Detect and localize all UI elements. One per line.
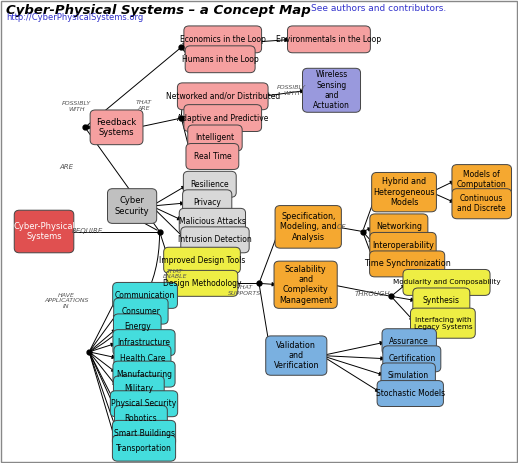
FancyBboxPatch shape bbox=[381, 363, 435, 389]
FancyBboxPatch shape bbox=[113, 330, 175, 356]
Text: Scalability
and
Complexity
Management: Scalability and Complexity Management bbox=[279, 265, 332, 305]
FancyBboxPatch shape bbox=[383, 346, 441, 372]
FancyBboxPatch shape bbox=[183, 171, 236, 197]
Text: THAT
SUPPORTS: THAT SUPPORTS bbox=[228, 285, 261, 296]
FancyBboxPatch shape bbox=[181, 227, 249, 253]
FancyBboxPatch shape bbox=[179, 208, 246, 234]
Text: Humans in the Loop: Humans in the Loop bbox=[182, 55, 258, 64]
FancyBboxPatch shape bbox=[113, 282, 177, 308]
Text: Military: Military bbox=[124, 384, 153, 394]
FancyBboxPatch shape bbox=[274, 261, 337, 308]
FancyBboxPatch shape bbox=[166, 270, 238, 296]
FancyBboxPatch shape bbox=[303, 68, 361, 113]
Text: Modularity and Composability: Modularity and Composability bbox=[393, 280, 500, 285]
Text: THAT
ARE: THAT ARE bbox=[136, 100, 152, 111]
FancyBboxPatch shape bbox=[114, 298, 168, 324]
Text: Cyber
Security: Cyber Security bbox=[115, 196, 149, 216]
Text: Networked and/or Distributed: Networked and/or Distributed bbox=[166, 92, 280, 101]
FancyBboxPatch shape bbox=[112, 420, 176, 446]
FancyBboxPatch shape bbox=[113, 314, 161, 340]
Text: See authors and contributors.: See authors and contributors. bbox=[311, 4, 446, 13]
FancyBboxPatch shape bbox=[382, 329, 436, 355]
Text: Improved Design Tools: Improved Design Tools bbox=[159, 256, 245, 265]
Text: Time Synchronization: Time Synchronization bbox=[364, 259, 451, 269]
Text: Simulation: Simulation bbox=[387, 371, 429, 381]
FancyBboxPatch shape bbox=[370, 251, 444, 277]
Text: Models of
Computation: Models of Computation bbox=[457, 170, 507, 189]
Text: Manufacturing: Manufacturing bbox=[116, 369, 172, 379]
Text: Adaptive and Predictive: Adaptive and Predictive bbox=[177, 113, 268, 123]
FancyBboxPatch shape bbox=[377, 381, 443, 407]
FancyBboxPatch shape bbox=[90, 110, 143, 144]
FancyBboxPatch shape bbox=[370, 214, 428, 240]
FancyBboxPatch shape bbox=[188, 125, 242, 151]
FancyBboxPatch shape bbox=[112, 435, 176, 461]
Text: Wireless
Sensing
and
Actuation: Wireless Sensing and Actuation bbox=[313, 70, 350, 110]
Text: Resilience: Resilience bbox=[191, 180, 229, 189]
Text: Real Time: Real Time bbox=[194, 152, 231, 161]
Text: Design Methodology: Design Methodology bbox=[163, 279, 241, 288]
Text: http://CyberPhysicalSystems.org: http://CyberPhysicalSystems.org bbox=[6, 13, 143, 22]
Text: ARE: ARE bbox=[59, 164, 74, 169]
Text: Communication: Communication bbox=[115, 291, 175, 300]
FancyBboxPatch shape bbox=[452, 164, 512, 194]
Text: Specification,
Modeling, and
Analysis: Specification, Modeling, and Analysis bbox=[280, 212, 337, 242]
FancyBboxPatch shape bbox=[177, 83, 268, 110]
FancyBboxPatch shape bbox=[287, 26, 370, 53]
FancyBboxPatch shape bbox=[114, 406, 167, 432]
FancyBboxPatch shape bbox=[413, 288, 470, 314]
Text: POSSIBLY
WITH: POSSIBLY WITH bbox=[277, 85, 306, 96]
Text: Synthesis: Synthesis bbox=[423, 296, 460, 306]
Text: Economics in the Loop: Economics in the Loop bbox=[180, 35, 266, 44]
FancyBboxPatch shape bbox=[403, 269, 490, 295]
Text: Stochastic Models: Stochastic Models bbox=[376, 389, 445, 398]
FancyBboxPatch shape bbox=[183, 190, 232, 216]
Text: Cyber-Physical Systems – a Concept Map: Cyber-Physical Systems – a Concept Map bbox=[6, 4, 311, 17]
FancyBboxPatch shape bbox=[372, 173, 436, 212]
FancyBboxPatch shape bbox=[185, 46, 255, 73]
Text: Hybrid and
Heterogeneous
Models: Hybrid and Heterogeneous Models bbox=[373, 177, 435, 207]
Text: Health Care: Health Care bbox=[120, 354, 165, 363]
FancyBboxPatch shape bbox=[184, 105, 262, 131]
Text: Physical Security: Physical Security bbox=[111, 399, 177, 408]
Text: POSSIBLY
WITH: POSSIBLY WITH bbox=[62, 101, 91, 112]
Text: Environmentals in the Loop: Environmentals in the Loop bbox=[277, 35, 381, 44]
FancyBboxPatch shape bbox=[113, 376, 164, 402]
Text: Certification: Certification bbox=[388, 354, 436, 363]
FancyBboxPatch shape bbox=[275, 206, 341, 248]
Text: Intrusion Detection: Intrusion Detection bbox=[178, 235, 252, 244]
FancyBboxPatch shape bbox=[184, 26, 262, 53]
Text: Energy: Energy bbox=[124, 322, 151, 332]
Text: Transportation: Transportation bbox=[116, 444, 172, 453]
FancyBboxPatch shape bbox=[114, 345, 171, 371]
Text: Interfacing with
Legacy Systems: Interfacing with Legacy Systems bbox=[413, 317, 472, 330]
FancyBboxPatch shape bbox=[15, 210, 74, 253]
FancyBboxPatch shape bbox=[113, 361, 175, 387]
Text: Robotics: Robotics bbox=[125, 414, 157, 423]
Text: Interoperability: Interoperability bbox=[372, 241, 434, 250]
Text: Cyber-Physical
Systems: Cyber-Physical Systems bbox=[13, 222, 75, 241]
Text: Continuous
and Discrete: Continuous and Discrete bbox=[457, 194, 506, 213]
Text: Malicious Attacks: Malicious Attacks bbox=[179, 217, 246, 226]
Text: REQUIRE: REQUIRE bbox=[71, 229, 103, 234]
FancyBboxPatch shape bbox=[110, 391, 178, 417]
Text: THAT
ENABLE: THAT ENABLE bbox=[163, 269, 188, 280]
Text: OF: OF bbox=[337, 224, 347, 230]
Text: Privacy: Privacy bbox=[193, 198, 221, 207]
Text: Validation
and
Verification: Validation and Verification bbox=[274, 341, 319, 370]
Text: Assurance: Assurance bbox=[390, 337, 429, 346]
Text: Intelligent: Intelligent bbox=[195, 133, 235, 143]
FancyBboxPatch shape bbox=[108, 189, 156, 224]
FancyBboxPatch shape bbox=[266, 336, 327, 375]
FancyBboxPatch shape bbox=[186, 144, 239, 169]
FancyBboxPatch shape bbox=[410, 308, 476, 338]
Text: Feedback
Systems: Feedback Systems bbox=[96, 118, 137, 137]
Text: Smart Buildings: Smart Buildings bbox=[113, 429, 175, 438]
FancyBboxPatch shape bbox=[164, 247, 240, 273]
Text: Consumer: Consumer bbox=[121, 307, 161, 316]
Text: HAVE
APPLICATIONS
IN: HAVE APPLICATIONS IN bbox=[44, 293, 89, 309]
Text: Infrastructure: Infrastructure bbox=[118, 338, 170, 347]
FancyBboxPatch shape bbox=[452, 189, 512, 219]
FancyBboxPatch shape bbox=[370, 232, 436, 258]
